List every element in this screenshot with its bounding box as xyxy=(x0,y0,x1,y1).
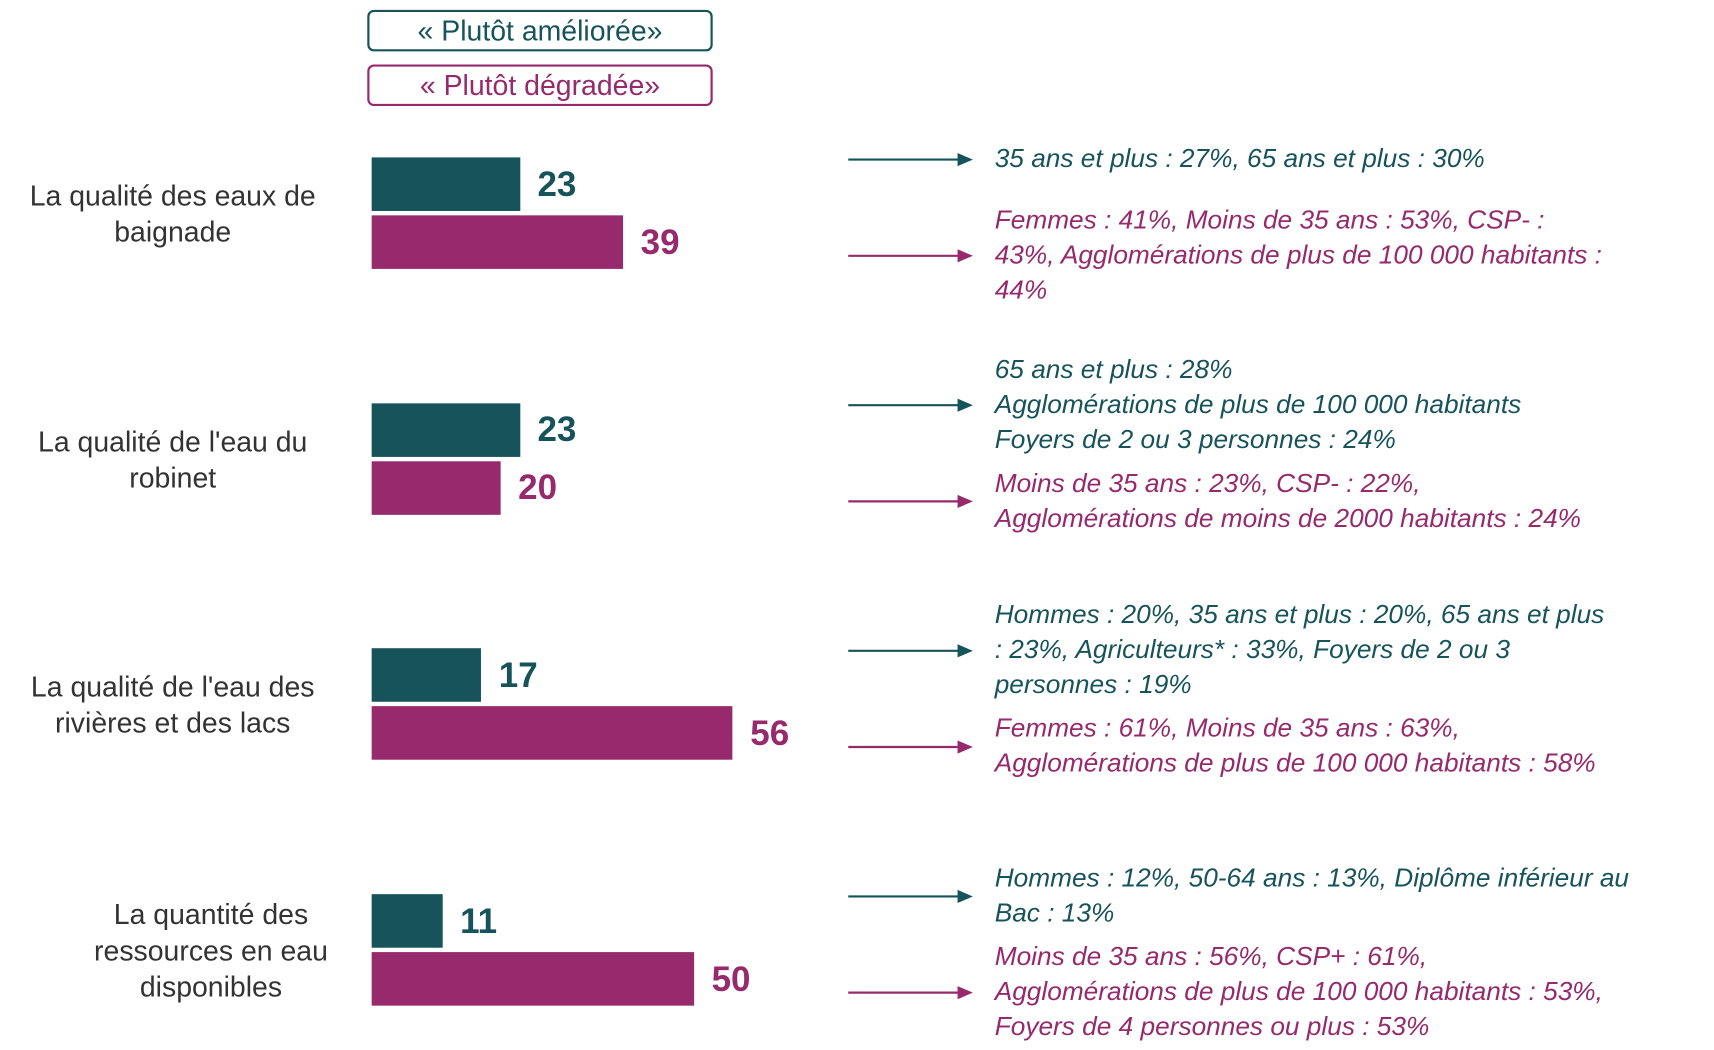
annotation-line: 65 ans et plus : 28% xyxy=(994,354,1233,385)
annotation-line: Bac : 13% xyxy=(994,898,1115,929)
category-label: La qualité de l'eau du robinet xyxy=(38,424,308,494)
annotation-line: personnes : 19% xyxy=(994,670,1192,701)
annotation: Moins de 35 ans : 56%, CSP+ : 61%, Agglom… xyxy=(995,940,1603,1045)
bar xyxy=(371,706,733,761)
value-label: 23 xyxy=(537,163,577,204)
bar xyxy=(371,215,624,269)
annotation: Hommes : 12%, 50-64 ans : 13%, Diplôme i… xyxy=(995,861,1629,931)
bar xyxy=(371,403,520,457)
legend-entry: « Plutôt améliorée» xyxy=(367,9,713,52)
arrow-head xyxy=(957,249,973,263)
annotation: Femmes : 61%, Moins de 35 ans : 63%, Aggl… xyxy=(995,712,1596,782)
annotation: Femmes : 41%, Moins de 35 ans : 53%, CSP… xyxy=(995,203,1602,308)
arrow-head xyxy=(957,398,973,412)
value-label: 50 xyxy=(711,958,751,999)
bar xyxy=(371,460,501,515)
annotation-line: Foyers de 4 personnes ou plus : 53% xyxy=(994,1012,1430,1042)
annotation-line: Hommes : 20%, 35 ans et plus : 20%, 65 a… xyxy=(994,600,1605,631)
annotation-line: Foyers de 2 ou 3 personnes : 24% xyxy=(994,424,1396,455)
annotation-line: Moins de 35 ans : 56%, CSP+ : 61%, xyxy=(994,942,1428,972)
annotation: 35 ans et plus : 27%, 65 ans et plus : 3… xyxy=(995,142,1485,177)
annotation-line: Agglomérations de plus de 100 000 habita… xyxy=(994,977,1603,1007)
category-label: La qualité des eaux de baignade xyxy=(29,179,316,249)
annotation-line: Femmes : 41%, Moins de 35 ans : 53%, CSP… xyxy=(994,205,1545,236)
annotation-line: : 23%, Agriculteurs* : 33%, Foyers de 2 … xyxy=(994,635,1510,666)
annotation: Hommes : 20%, 35 ans et plus : 20%, 65 a… xyxy=(995,598,1605,703)
arrow-head xyxy=(957,153,973,167)
value-label: 23 xyxy=(537,409,577,449)
legend-entry: « Plutôt dégradée» xyxy=(367,64,713,107)
value-label: 20 xyxy=(518,467,558,507)
arrow-head xyxy=(957,740,973,754)
annotation-line: Agglomérations de plus de 100 000 habita… xyxy=(994,749,1596,779)
annotation-line: 43%, Agglomérations de plus de 100 000 h… xyxy=(994,240,1602,270)
value-label: 56 xyxy=(750,713,790,753)
bar xyxy=(371,648,482,703)
value-label: 17 xyxy=(498,655,538,695)
value-label: 11 xyxy=(460,900,498,941)
category-label: La quantité des ressources en eau dispon… xyxy=(94,898,328,1004)
arrow-head xyxy=(957,889,973,904)
annotation: Moins de 35 ans : 23%, CSP- : 22%, Agglom… xyxy=(995,466,1581,536)
annotation-line: 44% xyxy=(994,275,1048,305)
arrow-head xyxy=(957,986,973,1000)
annotation-line: Moins de 35 ans : 23%, CSP- : 22%, xyxy=(994,468,1421,499)
annotation-line: Agglomérations de plus de 100 000 habita… xyxy=(994,389,1522,420)
bar xyxy=(371,952,695,1006)
bar xyxy=(371,894,443,948)
annotation-line: Hommes : 12%, 50-64 ans : 13%, Diplôme i… xyxy=(994,863,1630,894)
annotation-line: 35 ans et plus : 27%, 65 ans et plus : 3… xyxy=(994,144,1485,174)
annotation-line: Agglomérations de moins de 2000 habitant… xyxy=(994,503,1581,534)
arrow-head xyxy=(957,644,973,658)
value-label: 39 xyxy=(640,221,680,262)
bar xyxy=(371,157,520,211)
category-label: La qualité de l'eau des rivières et des … xyxy=(30,670,315,740)
arrow-head xyxy=(957,494,973,508)
annotation: 65 ans et plus : 28% Agglomérations de pl… xyxy=(995,353,1522,458)
annotation-line: Femmes : 61%, Moins de 35 ans : 63%, xyxy=(994,714,1460,744)
